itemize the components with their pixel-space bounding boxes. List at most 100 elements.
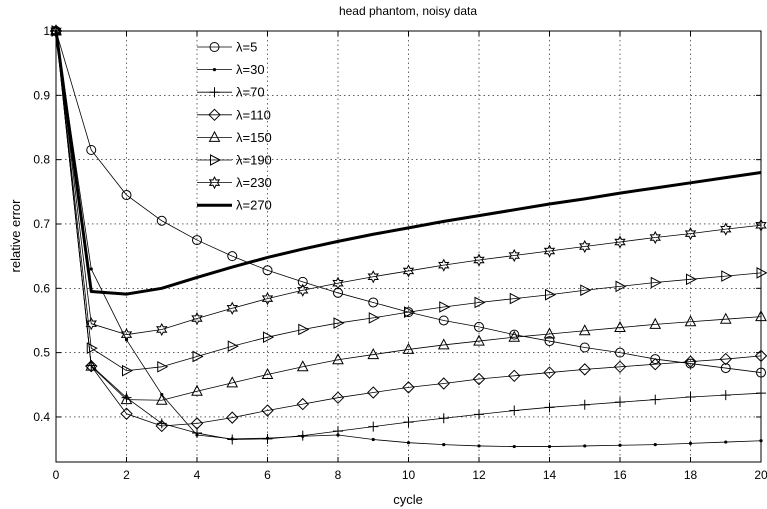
legend-item-7: λ=230 (197, 175, 272, 190)
dot-marker (89, 267, 93, 271)
plus-marker (438, 413, 449, 424)
series-line (55, 30, 762, 336)
triangle-right-marker (439, 301, 451, 313)
diamond-marker (613, 360, 627, 374)
star-marker (297, 283, 309, 297)
legend-item-8: λ=270 (197, 198, 272, 213)
triangle-right-marker (545, 288, 557, 301)
legend: λ=5 λ=30 λ=70 λ=110 λ=150 λ=190 λ=230 λ=270 (197, 40, 272, 213)
legend-item-5: λ=150 (197, 130, 272, 145)
star-marker (720, 222, 732, 236)
legend-label: λ=150 (236, 130, 272, 145)
triangle-right-marker (298, 323, 310, 336)
diamond-marker (296, 397, 309, 411)
star-marker (402, 264, 415, 278)
legend-label: λ=5 (236, 40, 257, 55)
triangle-right-marker (192, 350, 204, 363)
diamond-marker (508, 369, 521, 383)
star-marker (332, 276, 344, 290)
triangle-right-marker (227, 340, 239, 353)
triangle-up-marker (684, 315, 697, 327)
plus-marker (509, 405, 520, 416)
x-tick-label: 4 (194, 468, 201, 482)
circle-marker (192, 235, 202, 246)
series-8 (54, 30, 762, 296)
series-6 (51, 25, 767, 377)
triangle-right-marker (474, 296, 486, 309)
dot-marker (583, 444, 587, 448)
triangle-right-marker (686, 273, 698, 286)
star-marker (684, 227, 697, 241)
diamond-marker (472, 372, 486, 386)
circle-marker (474, 321, 484, 332)
plus-marker (720, 390, 731, 401)
x-tick-label: 6 (264, 468, 271, 482)
triangle-right-marker (368, 312, 380, 324)
dot-marker (406, 441, 411, 445)
dot-marker (442, 443, 446, 447)
triangle-right-marker (650, 276, 662, 289)
legend-label: λ=190 (236, 153, 272, 168)
legend-label: λ=270 (236, 198, 272, 213)
star-marker (261, 292, 274, 306)
x-tick-label: 20 (754, 468, 767, 482)
star-marker (473, 253, 485, 267)
triangle-up-marker (85, 359, 98, 371)
triangle-up-marker (208, 130, 221, 142)
plus-marker (650, 394, 661, 405)
diamond-marker (437, 377, 450, 390)
diamond-marker (226, 411, 239, 424)
plus-marker (368, 421, 379, 432)
legend-item-3: λ=70 (197, 85, 265, 100)
circle-marker (209, 42, 220, 52)
star-marker (438, 258, 450, 272)
plus-marker (474, 409, 484, 420)
series-1 (51, 26, 766, 378)
triangle-up-marker (473, 334, 485, 346)
diamond-marker (684, 355, 697, 368)
circle-marker (720, 363, 731, 374)
triangle-up-marker (261, 367, 274, 380)
plus-marker (579, 399, 590, 410)
triangle-up-marker (332, 353, 344, 365)
triangle-up-marker (226, 376, 239, 388)
plus-marker (615, 397, 625, 408)
circle-marker (156, 215, 167, 226)
triangle-up-marker (155, 393, 168, 405)
dot-marker (477, 444, 481, 448)
legend-item-6: λ=190 (197, 153, 272, 168)
legend-label: λ=30 (236, 62, 265, 77)
circle-marker (544, 336, 555, 347)
star-marker (367, 270, 379, 284)
plus-marker (297, 430, 308, 441)
triangle-right-marker (509, 292, 521, 305)
circle-marker (615, 347, 625, 358)
x-tick-label: 8 (335, 468, 342, 482)
plus-marker (192, 428, 202, 439)
chart-title: head phantom, noisy data (339, 4, 477, 18)
diamond-marker (543, 366, 556, 379)
circle-marker (650, 354, 661, 365)
triangle-up-marker (120, 393, 133, 405)
star-marker (543, 244, 556, 258)
legend-item-2: λ=30 (197, 62, 265, 77)
plus-marker (227, 434, 238, 445)
triangle-right-marker (615, 280, 627, 293)
diamond-marker (331, 391, 345, 404)
circle-marker (297, 276, 308, 287)
diamond-marker (578, 363, 591, 376)
legend-item-4: λ=110 (197, 107, 271, 122)
circle-marker (86, 145, 97, 156)
circle-marker (262, 265, 273, 276)
triangle-up-marker (578, 324, 591, 336)
legend-label: λ=70 (236, 85, 265, 100)
diamond-marker (208, 108, 221, 122)
triangle-up-marker (191, 384, 203, 396)
plus-marker (403, 417, 414, 428)
triangle-up-marker (402, 342, 415, 354)
circle-marker (438, 315, 449, 326)
triangle-right-marker (157, 360, 169, 373)
triangle-right-marker (404, 306, 416, 318)
plus-marker (544, 402, 555, 413)
y-tick-label: 0.6 (33, 281, 50, 295)
